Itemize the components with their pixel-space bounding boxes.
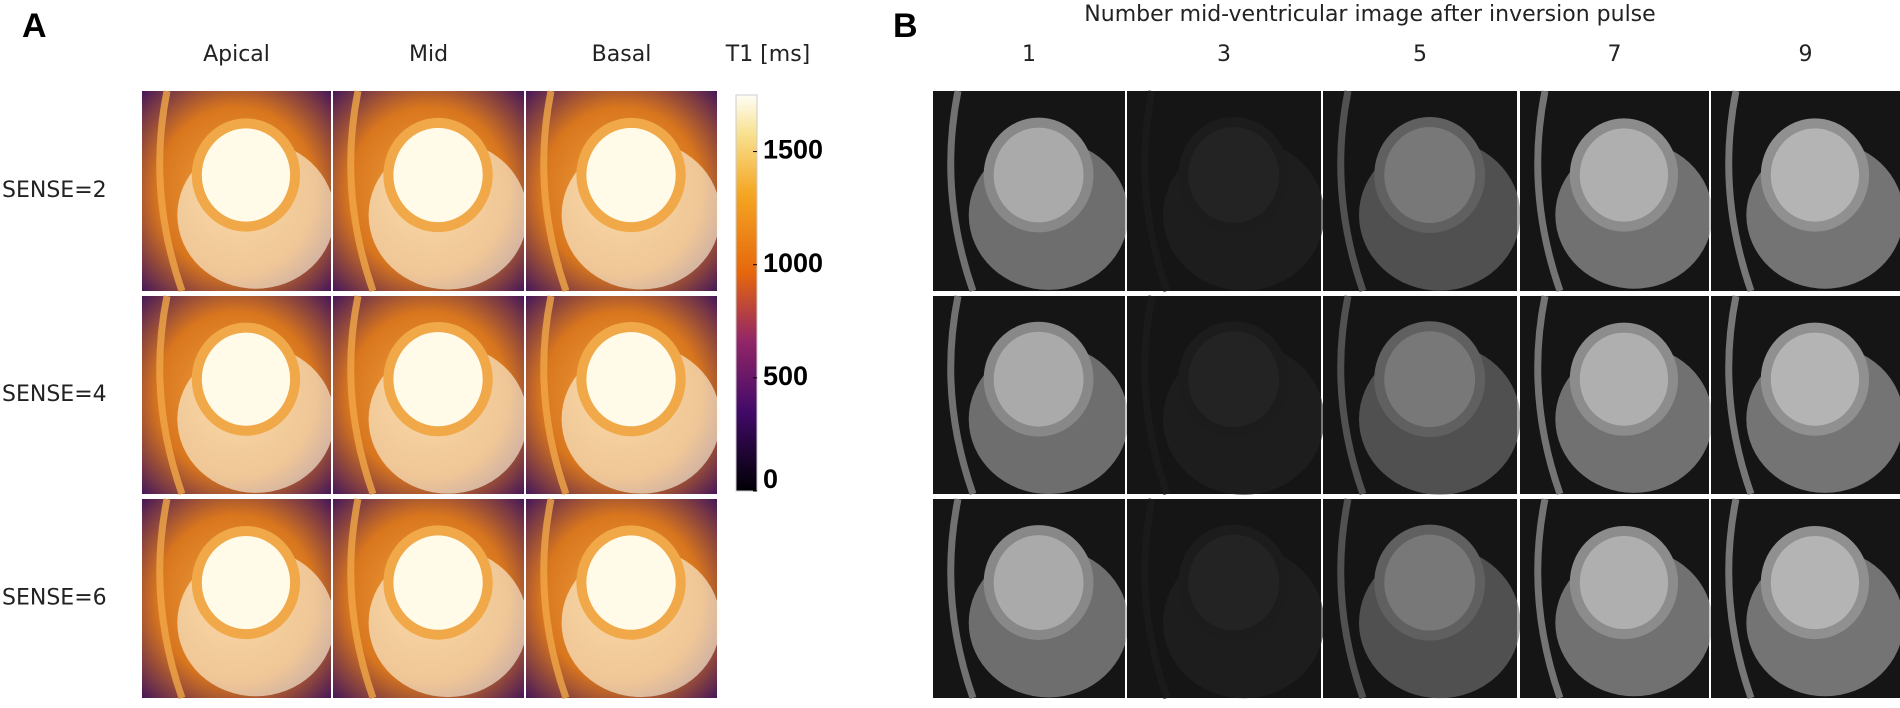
- mri-tile-t1-wall: [576, 322, 686, 437]
- mri-tile-gray-chest: [1337, 498, 1367, 700]
- colorbar-title: T1 [ms]: [725, 42, 811, 67]
- mri-tile-gray-chest: [1141, 295, 1171, 496]
- mri-tile-t1-wall: [191, 525, 301, 640]
- mri-tile-gray-wall: [1178, 117, 1290, 233]
- mri-tile-gray-wall: [1374, 524, 1486, 641]
- colorbar-tick-label: 1000: [763, 248, 823, 278]
- row-label: SENSE=6: [2, 586, 107, 611]
- mri-tile-gray-chest: [1534, 90, 1564, 293]
- mri-tile-t1-wall: [576, 525, 686, 640]
- colorbar-tick-label: 500: [763, 361, 808, 391]
- column-label: 5: [1413, 42, 1427, 67]
- row-label: SENSE=4: [2, 382, 107, 407]
- mri-tile-t1-chest: [540, 90, 570, 293]
- mri-tile-gray-wall: [983, 117, 1094, 233]
- mri-tile-gray-chest: [947, 90, 977, 293]
- mri-tile-gray-chest: [1337, 90, 1367, 293]
- column-label: Apical: [203, 42, 270, 67]
- mri-tile-gray-wall: [1569, 525, 1679, 640]
- column-label: 1: [1022, 42, 1036, 67]
- mri-tile-gray-wall: [983, 321, 1094, 437]
- mri-tile-t1-chest: [156, 90, 186, 293]
- mri-tile-gray-chest: [1725, 295, 1755, 496]
- column-label: Basal: [592, 42, 652, 67]
- mri-tile-gray-chest: [1337, 295, 1367, 496]
- mri-tile-gray-chest: [1141, 90, 1171, 293]
- mri-tile-t1-chest: [347, 498, 377, 700]
- mri-tile-t1-wall: [383, 525, 493, 640]
- mri-tile-gray-chest: [947, 498, 977, 700]
- mri-tile-gray-wall: [1569, 322, 1679, 436]
- mri-tile-t1-chest: [540, 498, 570, 700]
- mri-tile-gray-wall: [1569, 118, 1679, 232]
- column-label: Mid: [409, 42, 448, 67]
- mri-tile-t1-wall: [576, 117, 686, 233]
- panel-label: B: [893, 7, 918, 45]
- mri-tile-gray-chest: [1534, 295, 1564, 496]
- column-label: 3: [1217, 42, 1231, 67]
- mri-tile-gray-wall: [1374, 117, 1486, 233]
- panel-title: Number mid-ventricular image after inver…: [1084, 2, 1655, 27]
- mri-tile-t1-chest: [156, 295, 186, 496]
- mri-tile-t1-wall: [191, 322, 301, 436]
- column-label: 9: [1799, 42, 1813, 67]
- mri-tile-gray-wall: [1178, 524, 1290, 641]
- mri-tile-gray-chest: [1141, 498, 1171, 700]
- row-label: SENSE=2: [2, 178, 107, 203]
- mri-tile-gray-wall: [1760, 525, 1870, 640]
- column-label: 7: [1608, 42, 1622, 67]
- panel-label: A: [22, 7, 47, 45]
- mri-tile-t1-wall: [191, 118, 301, 232]
- mri-tile-gray-wall: [1760, 322, 1870, 436]
- colorbar-tick-label: 1500: [763, 135, 823, 165]
- mri-tile-gray-chest: [1534, 498, 1564, 700]
- mri-tile-gray-wall: [983, 525, 1094, 640]
- mri-tile-t1-chest: [540, 295, 570, 496]
- mri-tile-gray-wall: [1374, 321, 1486, 438]
- mri-tile-t1-wall: [383, 117, 493, 233]
- mri-tile-gray-chest: [947, 295, 977, 496]
- mri-tile-gray-wall: [1760, 118, 1870, 232]
- colorbar-tick-label: 0: [763, 464, 778, 494]
- mri-tile-t1-chest: [156, 498, 186, 700]
- colorbar: [735, 94, 758, 492]
- mri-tile-t1-wall: [383, 322, 493, 437]
- mri-tile-t1-chest: [347, 90, 377, 293]
- mri-tile-gray-chest: [1725, 90, 1755, 293]
- mri-tile-gray-wall: [1178, 321, 1290, 438]
- mri-tile-gray-chest: [1725, 498, 1755, 700]
- mri-tile-t1-chest: [347, 295, 377, 496]
